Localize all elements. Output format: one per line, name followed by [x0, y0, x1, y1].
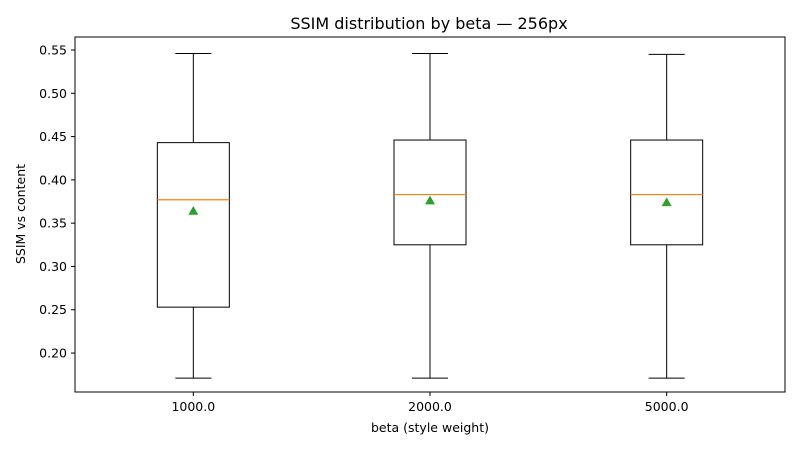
- y-tick-label: 0.50: [39, 86, 67, 101]
- y-tick-label: 0.40: [39, 172, 67, 187]
- y-tick-label: 0.20: [39, 346, 67, 361]
- y-axis-label: SSIM vs content: [13, 164, 28, 264]
- box-iqr: [393, 139, 467, 246]
- mean-marker: [188, 206, 199, 215]
- y-tick-label: 0.45: [39, 129, 67, 144]
- x-axis: 1000.0 2000.0 5000.0: [171, 392, 689, 414]
- box-group-2000.0: [393, 52, 467, 379]
- x-axis-label: beta (style weight): [371, 420, 489, 435]
- y-axis: 0.20 0.25 0.30 0.35 0.40 0.45 0.50 0.55: [39, 42, 75, 361]
- box-iqr: [156, 142, 230, 308]
- y-tick-label: 0.25: [39, 302, 67, 317]
- mean-marker: [661, 197, 672, 207]
- y-tick-label: 0.30: [39, 259, 67, 274]
- chart-marks: [156, 52, 704, 379]
- box-group-5000.0: [630, 53, 704, 379]
- chart-title: SSIM distribution by beta — 256px: [290, 14, 567, 33]
- x-tick-label: 5000.0: [645, 399, 689, 414]
- box-iqr: [630, 139, 704, 246]
- x-tick-label: 1000.0: [171, 399, 215, 414]
- box-group-1000.0: [156, 52, 230, 379]
- y-tick-label: 0.55: [39, 42, 67, 57]
- y-tick-label: 0.35: [39, 216, 67, 231]
- x-tick-label: 2000.0: [408, 399, 452, 414]
- mean-marker: [425, 195, 435, 205]
